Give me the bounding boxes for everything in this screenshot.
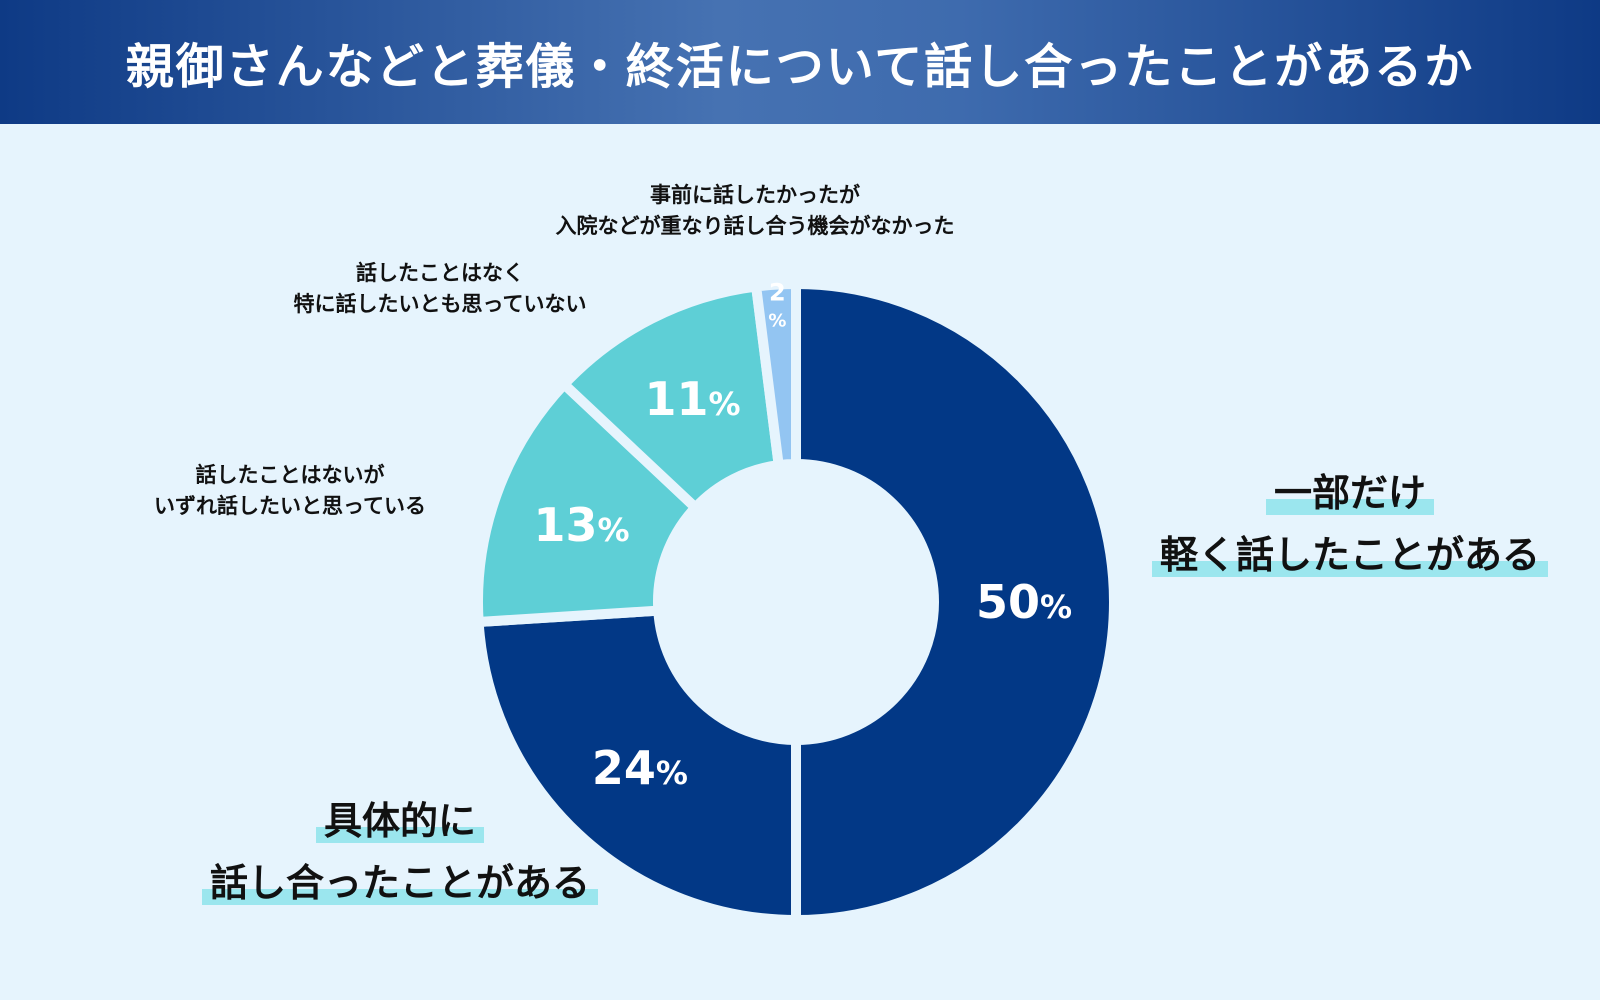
value-label-4: 2% (768, 279, 786, 332)
value-label-3: 11% (644, 372, 740, 426)
label-slice-0-line-2: 軽く話したことがある (1151, 533, 1548, 577)
label-slice-4: 事前に話したかったが 入院などが重なり話し合う機会がなかった (520, 180, 990, 242)
donut-slice-2 (473, 377, 703, 628)
label-slice-1-line-1: 具体的に (315, 799, 484, 843)
donut-slice-1 (473, 605, 801, 926)
label-slice-0: 一部だけ 軽く話したことがある (1140, 462, 1560, 586)
value-label-0: 50% (976, 575, 1072, 629)
label-slice-4-line-2: 入院などが重なり話し合う機会がなかった (555, 214, 955, 238)
title-banner: 親御さんなどと葬儀・終活について話し合ったことがあるか (0, 0, 1600, 124)
label-slice-1: 具体的に 話し合ったことがある (180, 790, 620, 914)
value-label-2: 13% (533, 498, 629, 552)
label-slice-4-line-1: 事前に話したかったが (650, 183, 860, 207)
chart-title: 親御さんなどと葬儀・終活について話し合ったことがあるか (125, 39, 1475, 95)
label-slice-3-line-2: 特に話したいとも思っていない (293, 292, 587, 316)
label-slice-3-line-1: 話したことはなく (356, 261, 524, 285)
label-slice-2-line-2: いずれ話したいと思っている (154, 494, 426, 518)
label-slice-2-line-1: 話したことはないが (195, 463, 385, 487)
donut-slice-4 (750, 278, 801, 471)
label-slice-2: 話したことはないが いずれ話したいと思っている (110, 460, 470, 522)
donut-slice-0 (791, 278, 1119, 926)
label-slice-1-line-2: 話し合ったことがある (201, 861, 598, 905)
donut-slice-3 (557, 280, 785, 515)
label-slice-0-line-1: 一部だけ (1265, 471, 1434, 515)
value-label-1: 24% (592, 741, 688, 795)
label-slice-3: 話したことはなく 特に話したいとも思っていない (240, 258, 640, 320)
